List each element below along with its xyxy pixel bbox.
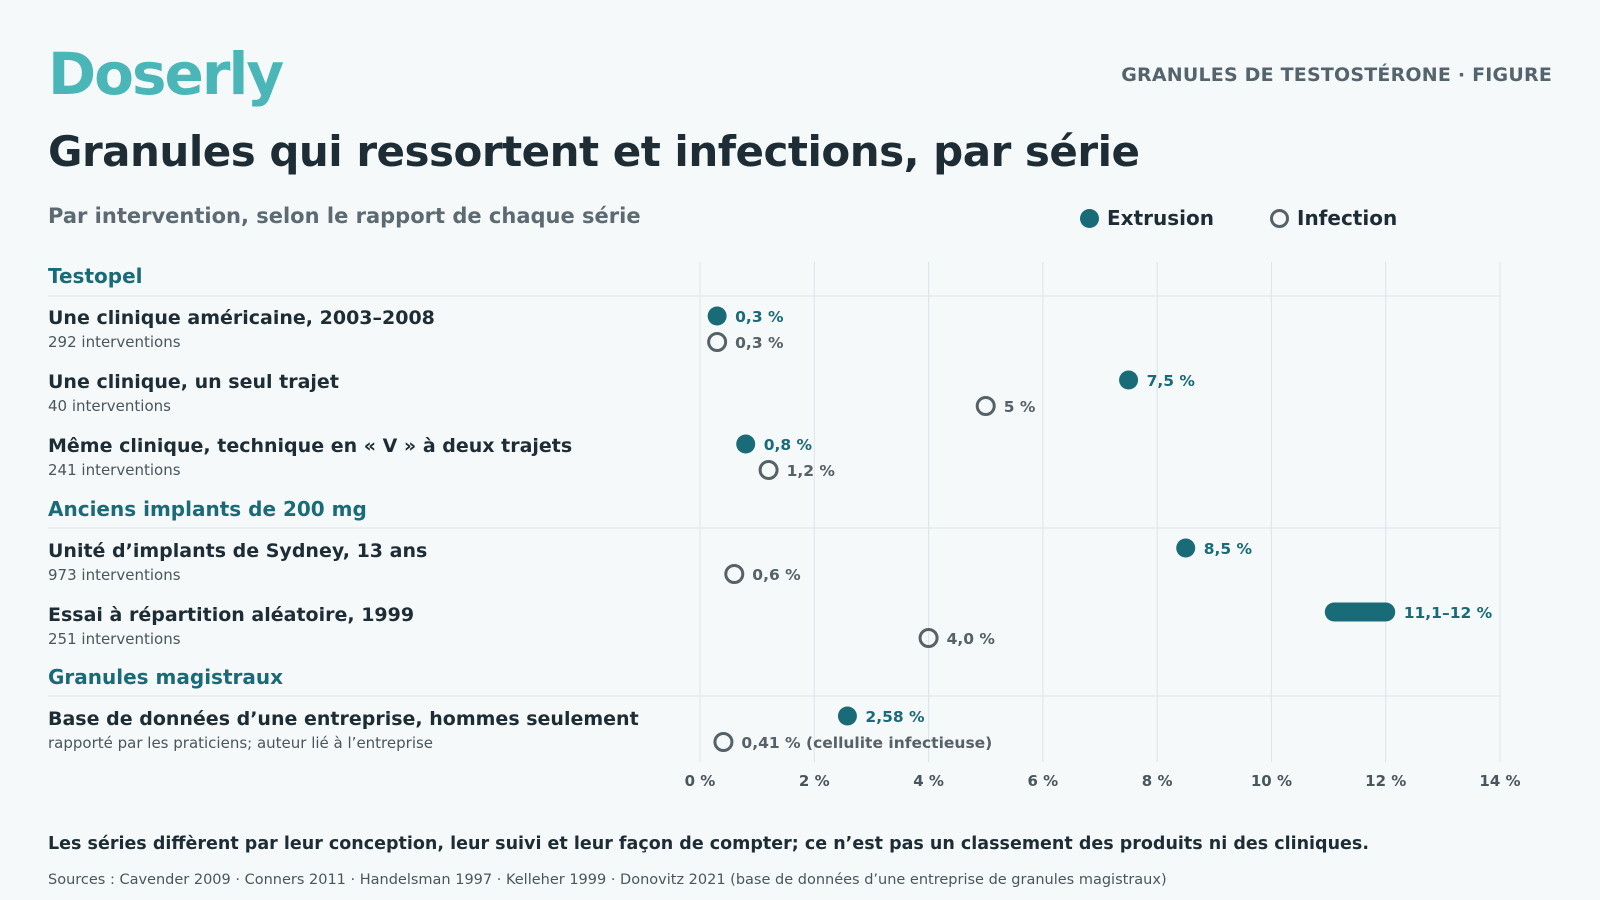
data-label: 8,5 %	[1204, 540, 1253, 558]
chart-subtitle: Par intervention, selon le rapport de ch…	[48, 204, 641, 228]
hollow-dot-icon	[1270, 209, 1289, 228]
group-heading-anciens-implants: Anciens implants de 200 mg	[48, 497, 367, 521]
group-heading-granules-magistraux: Granules magistraux	[48, 665, 284, 689]
sources-line: Sources : Cavender 2009 · Conners 2011 ·…	[48, 872, 1167, 888]
legend-extrusion: Extrusion	[1080, 206, 1214, 230]
data-label: 0,41 % (cellulite infectieuse)	[741, 734, 992, 752]
extrusion-point	[707, 306, 727, 326]
data-label: 1,2 %	[787, 462, 836, 480]
x-tick-label: 2 %	[799, 772, 830, 790]
legend-extrusion-label: Extrusion	[1107, 206, 1214, 230]
infection-point	[707, 332, 728, 352]
row-sublabel: 241 interventions	[48, 461, 181, 479]
extrusion-point	[1176, 538, 1196, 558]
group-heading-testopel: Testopel	[48, 264, 143, 288]
legend-infection-label: Infection	[1297, 206, 1398, 230]
row-label: Essai à répartition aléatoire, 1999	[48, 604, 415, 626]
row-label: Même clinique, technique en « V » à deux…	[48, 435, 573, 457]
x-tick-label: 12 %	[1365, 772, 1406, 790]
x-tick-label: 14 %	[1479, 772, 1520, 790]
x-tick-label: 0 %	[685, 772, 716, 790]
row-label: Une clinique, un seul trajet	[48, 371, 339, 393]
row-sublabel: 251 interventions	[48, 630, 181, 648]
row-sublabel: 40 interventions	[48, 397, 171, 415]
legend-infection: Infection	[1270, 206, 1397, 230]
x-tick-label: 10 %	[1251, 772, 1292, 790]
x-tick-label: 6 %	[1028, 772, 1059, 790]
extrusion-point	[837, 706, 857, 726]
data-label: 0,8 %	[764, 436, 813, 454]
infection-point	[724, 564, 745, 584]
infection-point	[975, 396, 996, 416]
data-label: 0,3 %	[735, 334, 784, 352]
data-label: 0,6 %	[752, 566, 801, 584]
brand-logo: Doserly	[48, 40, 284, 108]
infection-point	[758, 460, 779, 480]
extrusion-point	[1119, 370, 1139, 390]
row-sublabel: 973 interventions	[48, 566, 181, 584]
data-label: 2,58 %	[865, 708, 925, 726]
data-label: 5 %	[1004, 398, 1036, 416]
infection-point	[918, 628, 939, 648]
infection-point	[713, 732, 734, 752]
x-tick-label: 8 %	[1142, 772, 1173, 790]
row-label: Unité d’implants de Sydney, 13 ans	[48, 540, 428, 562]
chart-title: Granules qui ressortent et infections, p…	[48, 127, 1140, 176]
row-label: Une clinique américaine, 2003–2008	[48, 307, 435, 329]
data-label: 4,0 %	[947, 630, 996, 648]
figure-kicker: GRANULES DE TESTOSTÉRONE · FIGURE	[1121, 64, 1552, 86]
footnote: Les séries diffèrent par leur conception…	[48, 834, 1369, 854]
data-label: 0,3 %	[735, 308, 784, 326]
row-sublabel: rapporté par les praticiens; auteur lié …	[48, 734, 434, 752]
x-tick-label: 4 %	[913, 772, 944, 790]
filled-dot-icon	[1080, 209, 1099, 228]
data-label: 11,1–12 %	[1404, 604, 1493, 622]
extrusion-point	[736, 434, 756, 454]
row-label: Base de données d’une entreprise, hommes…	[48, 708, 639, 730]
row-sublabel: 292 interventions	[48, 333, 181, 351]
data-label: 7,5 %	[1147, 372, 1196, 390]
